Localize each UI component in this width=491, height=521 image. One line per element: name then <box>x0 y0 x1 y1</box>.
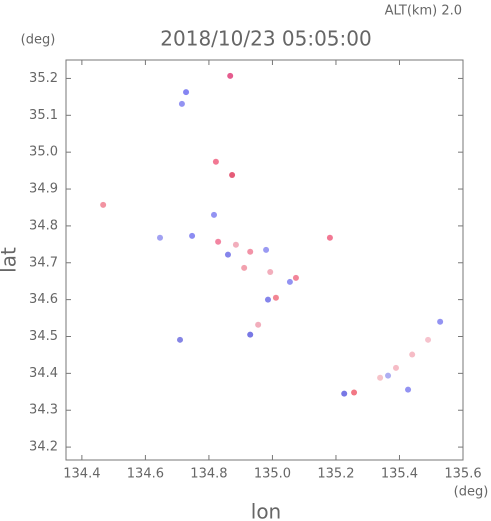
radar-echo <box>286 278 293 285</box>
radar-echo <box>377 374 384 381</box>
y-tick-label: 34.6 <box>29 292 58 307</box>
x-unit: (deg) <box>454 485 489 500</box>
y-tick-label: 35.1 <box>29 108 58 123</box>
radar-echo <box>264 296 271 303</box>
radar-echo <box>341 390 348 397</box>
x-tick-label: 135.6 <box>444 467 481 482</box>
radar-echo <box>267 268 274 275</box>
radar-echo <box>351 389 358 396</box>
x-tick-label: 135.4 <box>381 467 418 482</box>
radar-echo <box>183 89 190 96</box>
chart-title: 2018/10/23 05:05:00 <box>160 27 371 51</box>
y-tick-label: 34.7 <box>29 255 58 270</box>
radar-echo <box>247 248 254 255</box>
radar-echo <box>177 336 184 343</box>
radar-echo <box>178 100 185 107</box>
radar-echo <box>232 241 239 248</box>
x-tick-label: 134.6 <box>127 467 164 482</box>
radar-echo <box>189 232 196 239</box>
radar-echo <box>100 201 107 208</box>
x-tick-label: 135.0 <box>254 467 291 482</box>
y-tick-label: 34.2 <box>29 440 58 455</box>
y-axis-label: lat <box>0 247 21 273</box>
y-tick-label: 34.4 <box>29 366 58 381</box>
radar-echo <box>255 321 262 328</box>
radar-echo <box>405 386 412 393</box>
radar-echo <box>211 211 218 218</box>
y-tick-label: 34.5 <box>29 329 58 344</box>
altitude-label: ALT(km) 2.0 <box>385 4 462 19</box>
y-tick-label: 35.2 <box>29 71 58 86</box>
radar-echo <box>437 318 444 325</box>
radar-echo <box>229 172 236 179</box>
y-tick-label: 34.8 <box>29 218 58 233</box>
radar-echo <box>392 364 399 371</box>
radar-echo <box>385 372 392 379</box>
radar-echo <box>272 294 279 301</box>
radar-echo <box>215 238 222 245</box>
radar-echo <box>241 264 248 271</box>
y-tick-label: 35.0 <box>29 145 58 160</box>
y-unit: (deg) <box>21 33 56 48</box>
x-axis-label: lon <box>251 500 281 521</box>
radar-echo <box>224 251 231 258</box>
radar-echo <box>292 274 299 281</box>
radar-echo <box>247 331 254 338</box>
radar-echo <box>212 158 219 165</box>
x-tick-label: 135.2 <box>317 467 354 482</box>
x-tick-label: 134.4 <box>63 467 100 482</box>
radar-echo <box>409 351 416 358</box>
radar-echo <box>326 234 333 241</box>
y-tick-label: 34.9 <box>29 182 58 197</box>
x-tick-label: 134.8 <box>190 467 227 482</box>
radar-echo <box>157 234 164 241</box>
plot-frame <box>65 59 464 461</box>
y-tick-label: 34.3 <box>29 403 58 418</box>
radar-echo <box>263 246 270 253</box>
radar-echo <box>425 336 432 343</box>
radar-echo <box>227 72 234 79</box>
